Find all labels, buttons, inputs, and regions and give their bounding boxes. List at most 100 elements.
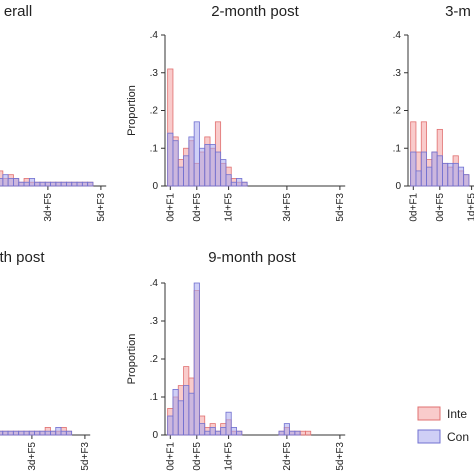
- bar: [81, 181, 89, 187]
- chart-title: 9-month post: [208, 249, 296, 266]
- x-tick-label: 0d+F5: [435, 193, 446, 222]
- legend-swatch: [417, 429, 441, 444]
- bar: [199, 423, 206, 436]
- bar: [18, 181, 25, 187]
- bar: [415, 170, 422, 187]
- x-tick-label: 1d+F5: [467, 193, 474, 222]
- bar: [447, 162, 454, 187]
- bar: [55, 181, 62, 187]
- bar: [34, 430, 41, 436]
- bar: [28, 430, 35, 436]
- y-tick-label: 0: [395, 181, 401, 192]
- bar: [199, 147, 206, 187]
- y-tick-label: .2: [150, 106, 159, 117]
- y-tick-label: .3: [150, 316, 159, 327]
- bar: [177, 166, 184, 187]
- x-tick-label: 5d+F3: [96, 193, 107, 222]
- y-tick-label: .2: [150, 354, 159, 365]
- bar: [18, 430, 25, 436]
- bar: [214, 151, 222, 187]
- bar: [13, 178, 20, 187]
- x-tick-label: 2d+F5: [282, 442, 293, 471]
- x-tick-label: 1d+F5: [224, 442, 235, 471]
- bar: [188, 136, 195, 187]
- bar: [60, 181, 67, 187]
- bar: [172, 140, 179, 187]
- bar: [236, 430, 243, 436]
- bar: [431, 151, 438, 187]
- bar: [214, 430, 222, 436]
- x-tick-label: 5d+F3: [335, 193, 346, 222]
- bar: [241, 181, 248, 187]
- bar: [2, 174, 9, 187]
- bar: [183, 155, 190, 187]
- bar: [34, 181, 41, 187]
- bar: [44, 181, 51, 187]
- bar: [426, 166, 433, 187]
- x-tick-label: 5d+F3: [335, 442, 346, 471]
- bar: [12, 430, 20, 436]
- y-tick-label: .3: [150, 68, 159, 79]
- bar: [172, 388, 179, 436]
- bar: [188, 392, 195, 436]
- y-axis-label: Proportion: [126, 85, 138, 136]
- x-tick-label: 0d+F1: [165, 193, 176, 222]
- y-tick-label: .1: [393, 143, 402, 154]
- chart-title: erall: [4, 3, 32, 20]
- bar: [283, 423, 290, 436]
- bar: [177, 400, 184, 436]
- bar: [289, 430, 296, 436]
- bar: [420, 151, 427, 187]
- x-tick-label: 0d+F5: [192, 442, 203, 471]
- x-tick-label: 0d+F5: [192, 193, 203, 222]
- bar: [193, 121, 200, 187]
- bar: [39, 430, 46, 436]
- x-tick-label: 0d+F1: [165, 442, 176, 471]
- y-tick-label: .1: [150, 143, 159, 154]
- x-tick-label: 5d+F3: [80, 442, 91, 471]
- bar: [220, 426, 227, 436]
- bar: [193, 282, 200, 436]
- x-tick-label: 1d+F5: [224, 193, 235, 222]
- bar: [204, 430, 211, 436]
- bar: [209, 426, 216, 436]
- x-tick-label: 3d+F5: [282, 193, 293, 222]
- bar: [225, 411, 232, 436]
- bar: [66, 181, 73, 187]
- bar: [7, 178, 14, 187]
- bar: [0, 178, 4, 187]
- y-tick-label: .4: [150, 278, 159, 289]
- y-tick-label: .3: [393, 68, 402, 79]
- y-tick-label: .1: [150, 392, 159, 403]
- bar: [60, 430, 67, 436]
- bar: [50, 181, 57, 187]
- bar: [236, 178, 243, 187]
- x-tick-label: 3d+F5: [43, 193, 54, 222]
- bar: [204, 144, 211, 187]
- bar: [410, 151, 417, 187]
- bar: [230, 181, 237, 187]
- x-tick-label: 3d+F5: [27, 442, 38, 471]
- legend-swatch: [417, 406, 441, 421]
- x-tick-label: 0d+F1: [408, 193, 419, 222]
- y-axis-label: Proportion: [126, 334, 138, 385]
- bar: [23, 430, 30, 436]
- bar: [7, 430, 14, 436]
- y-tick-label: 0: [152, 430, 158, 441]
- chart-title: th post: [0, 249, 45, 266]
- bar: [2, 430, 9, 436]
- bar: [457, 166, 465, 187]
- bar: [452, 162, 459, 187]
- bar: [225, 174, 232, 187]
- bar: [44, 430, 51, 436]
- y-tick-label: .2: [393, 106, 402, 117]
- bar: [23, 181, 30, 187]
- chart-title: 3-m: [445, 3, 471, 20]
- bar: [436, 155, 443, 187]
- bar: [167, 415, 174, 436]
- bar: [76, 181, 83, 187]
- bar: [71, 181, 78, 187]
- bar: [209, 144, 216, 187]
- bar: [463, 174, 470, 187]
